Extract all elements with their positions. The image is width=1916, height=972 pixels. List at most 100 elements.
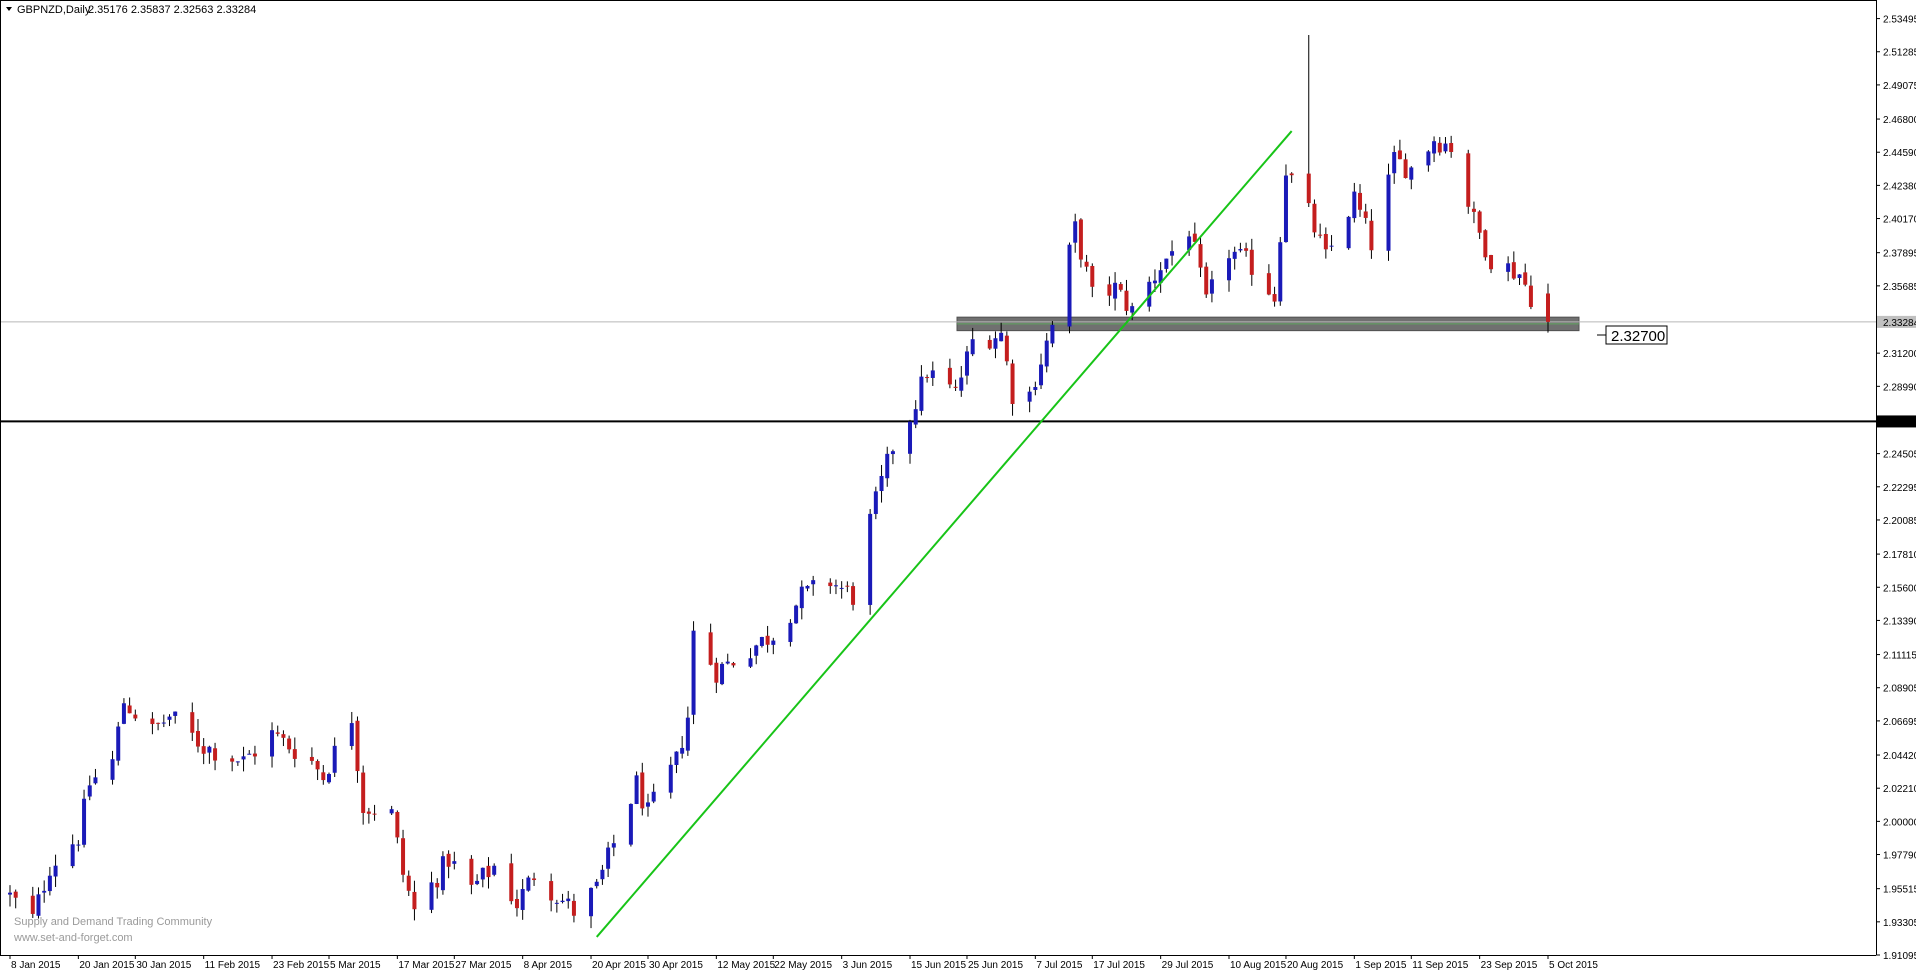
time-tick-label: 20 Aug 2015 — [1287, 960, 1344, 971]
candle-body — [828, 582, 833, 587]
candle-body — [412, 891, 417, 910]
price-tick-label: 2.00000 — [1883, 817, 1916, 828]
candle-body — [446, 853, 451, 867]
candle-body — [156, 722, 161, 724]
candle-body — [873, 491, 878, 514]
candle-body — [651, 791, 656, 802]
candle-body — [1073, 221, 1078, 243]
candle-body — [947, 367, 952, 385]
candle-body — [532, 878, 537, 881]
candle-body — [207, 746, 212, 753]
candle-body — [241, 756, 246, 760]
price-tick-label: 2.31200 — [1883, 349, 1916, 360]
candle-body — [725, 661, 730, 664]
candle-body — [1170, 251, 1175, 256]
candle-body — [771, 640, 776, 645]
candle-body — [1044, 340, 1049, 367]
level-annotation[interactable]: 2.32700 100 — [1546, 325, 1668, 345]
candle-body — [355, 720, 360, 772]
current-price-marker — [1877, 315, 1916, 328]
candle-body — [70, 844, 75, 867]
candle-body — [469, 858, 474, 885]
candle-body — [1397, 150, 1402, 160]
ohlc-label: 2.35176 2.35837 2.32563 2.33284 — [88, 4, 256, 16]
candle-body — [1363, 211, 1368, 218]
candle-body — [309, 756, 314, 761]
candle-body — [1426, 151, 1431, 166]
price-tick-label: 1.95515 — [1883, 885, 1916, 896]
time-tick-label: 30 Jan 2015 — [136, 960, 191, 971]
candle-body — [93, 777, 98, 784]
time-tick-label: 5 Mar 2015 — [330, 960, 381, 971]
price-tick-label: 2.22295 — [1883, 483, 1916, 494]
candle-body — [1511, 262, 1516, 279]
candle-body — [372, 813, 377, 815]
candle-body — [953, 386, 958, 388]
candle-body — [1050, 324, 1055, 344]
candle-body — [959, 377, 964, 391]
candle-body — [640, 772, 645, 809]
candle-body — [82, 798, 87, 845]
candle-body — [492, 865, 497, 875]
candle-body — [1437, 142, 1442, 153]
candle-body — [349, 723, 354, 747]
candle-body — [1278, 242, 1283, 302]
candle-body — [691, 630, 696, 715]
candle-body — [167, 716, 172, 720]
candle-body — [213, 748, 218, 761]
candle-body — [1289, 173, 1294, 176]
candle-body — [8, 892, 12, 895]
candle-body — [127, 705, 132, 714]
price-tick-label: 1.97790 — [1883, 851, 1916, 862]
price-tick-label: 2.11115 — [1883, 651, 1916, 662]
candle-body — [1443, 143, 1448, 152]
candle-body — [1249, 249, 1254, 275]
candle-body — [287, 738, 292, 750]
candle-body — [1113, 282, 1118, 299]
candle-body — [173, 711, 178, 716]
candle-body — [252, 753, 257, 757]
candle-body — [133, 714, 138, 719]
candle-body — [754, 645, 759, 656]
candle-body — [1432, 141, 1437, 154]
candle-body — [452, 861, 457, 864]
candle-body — [833, 585, 838, 587]
candle-body — [799, 586, 804, 609]
candle-body — [720, 663, 725, 685]
price-tick-label: 2.06695 — [1883, 717, 1916, 728]
candle-body — [36, 894, 41, 916]
price-tick-label: 1.91095 — [1883, 951, 1916, 962]
time-tick-label: 3 Jun 2015 — [843, 960, 893, 971]
uptrend-line[interactable] — [595, 130, 1293, 938]
candle-body — [685, 717, 690, 751]
candle-body — [1392, 152, 1397, 174]
candle-body — [13, 891, 18, 898]
candles — [8, 35, 1550, 929]
candle-body — [332, 745, 337, 773]
price-tick-label: 2.13390 — [1883, 616, 1916, 627]
candle-body — [486, 865, 491, 878]
candle-body — [1403, 159, 1408, 179]
candle-body — [87, 785, 92, 797]
candle-body — [1386, 174, 1391, 251]
candle-body — [1546, 293, 1550, 322]
candle-body — [1266, 273, 1271, 295]
candle-body — [1449, 143, 1454, 152]
dropdown-triangle-icon[interactable] — [6, 7, 12, 11]
candle-body — [589, 887, 594, 917]
candle-body — [1158, 270, 1163, 283]
price-tick-label: 2.24505 — [1883, 450, 1916, 461]
time-tick-label: 17 Jul 2015 — [1093, 960, 1145, 971]
candle-body — [674, 751, 679, 765]
candle-body — [110, 759, 115, 780]
candle-body — [161, 722, 166, 724]
candle-body — [1523, 272, 1528, 285]
candle-body — [1198, 244, 1203, 268]
candle-body — [925, 377, 930, 379]
price-tick-label: 2.08905 — [1883, 684, 1916, 695]
candle-body — [1244, 248, 1249, 251]
time-tick-label: 22 May 2015 — [774, 960, 832, 971]
level-annotation-box[interactable] — [1605, 325, 1668, 345]
candle-body — [235, 761, 240, 763]
